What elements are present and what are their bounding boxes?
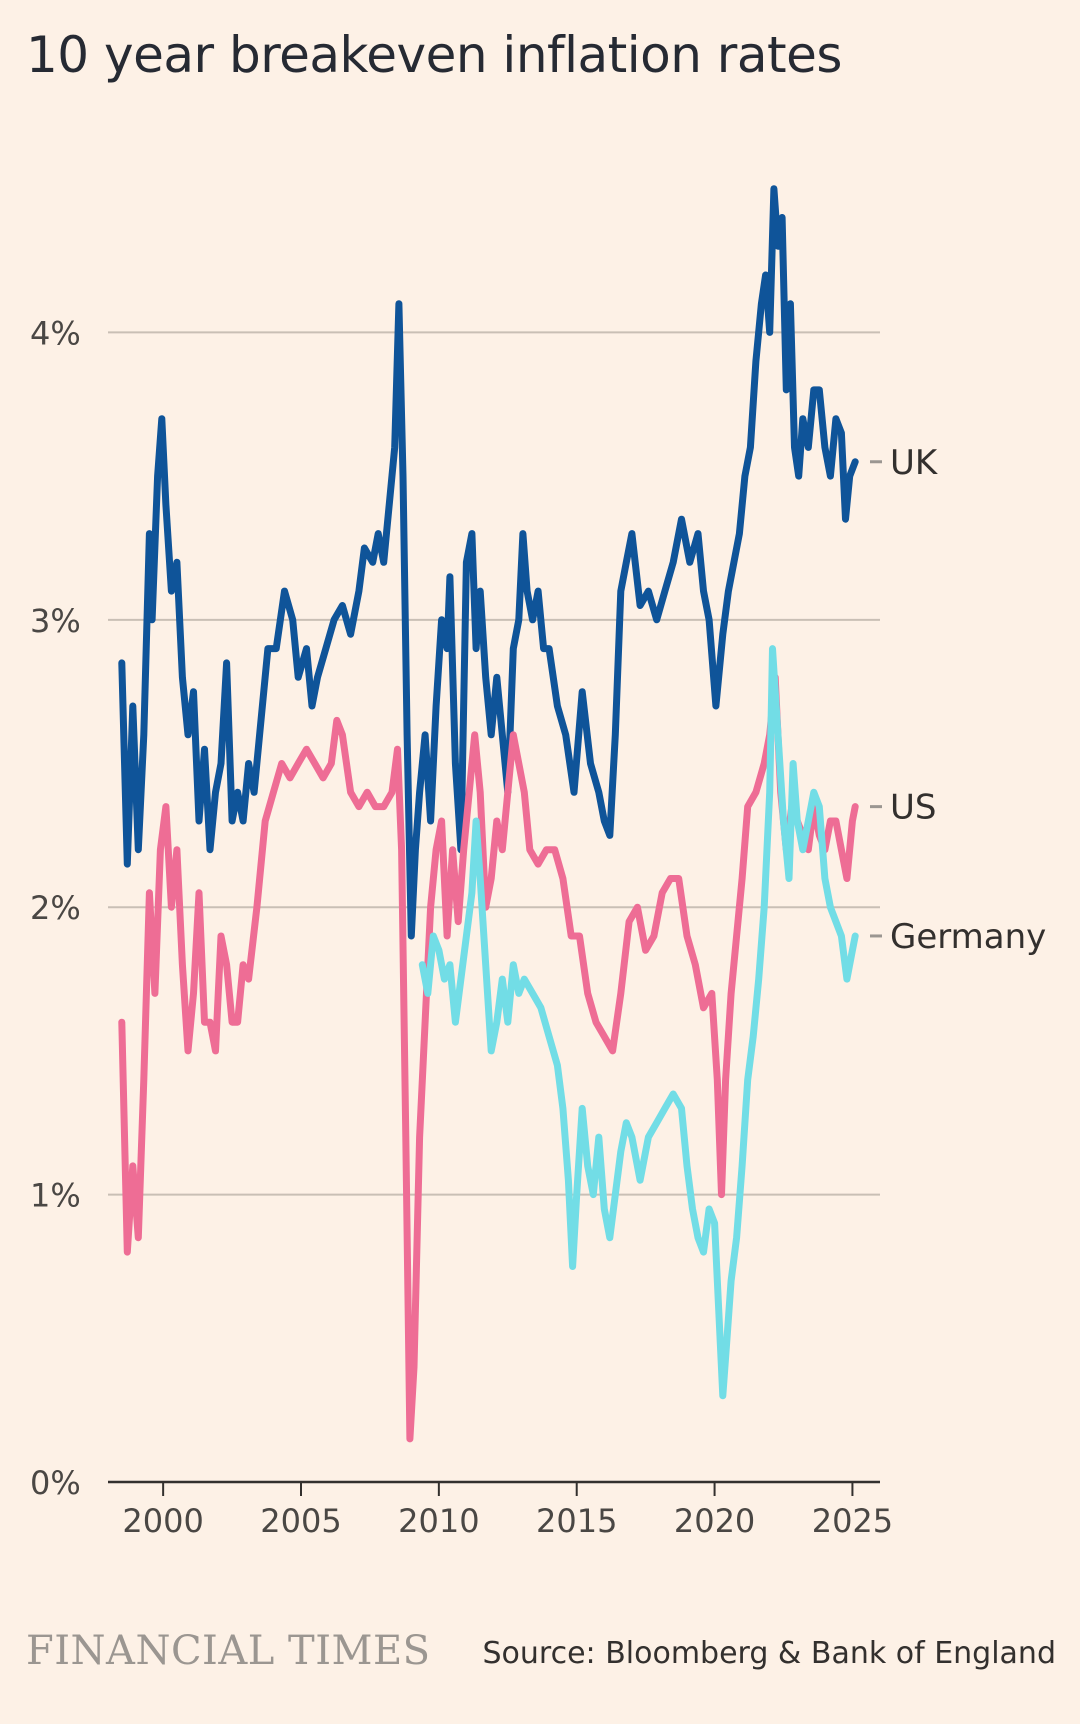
x-tick-label: 2000 [122, 1502, 203, 1540]
x-tick-label: 2025 [812, 1502, 893, 1540]
line-chart: 0% 1% 2% 3% 4% 2000 2005 2010 2015 2020 2025 UK US… [30, 185, 1046, 1540]
series-line-germany [418, 645, 859, 1400]
series-label-germany: Germany [890, 917, 1046, 957]
x-axis: 2000 2005 2010 2015 2020 2025 [122, 1482, 893, 1540]
y-tick-label: 0% [30, 1464, 81, 1502]
series-label-us: US [890, 788, 936, 828]
y-tick-label: 1% [30, 1177, 81, 1215]
gridlines [108, 331, 880, 1484]
series-line-uk [118, 185, 859, 940]
chart-title: 10 year breakeven inflation rates [26, 26, 842, 84]
series-lines [118, 185, 859, 1443]
y-tick-label: 4% [30, 314, 81, 352]
series-label-uk: UK [890, 443, 939, 483]
series-line-us [118, 673, 859, 1443]
x-tick-label: 2015 [536, 1502, 617, 1540]
x-tick-label: 2020 [674, 1502, 755, 1540]
y-tick-label: 3% [30, 602, 81, 640]
ft-logo: FINANCIAL TIMES [26, 1628, 431, 1674]
y-axis-ticks: 0% 1% 2% 3% 4% [30, 314, 81, 1502]
y-tick-label: 2% [30, 889, 81, 927]
x-tick-label: 2005 [260, 1502, 341, 1540]
source-note: Source: Bloomberg & Bank of England [482, 1636, 1056, 1671]
series-labels: UK US Germany [870, 443, 1046, 957]
x-tick-label: 2010 [398, 1502, 479, 1540]
